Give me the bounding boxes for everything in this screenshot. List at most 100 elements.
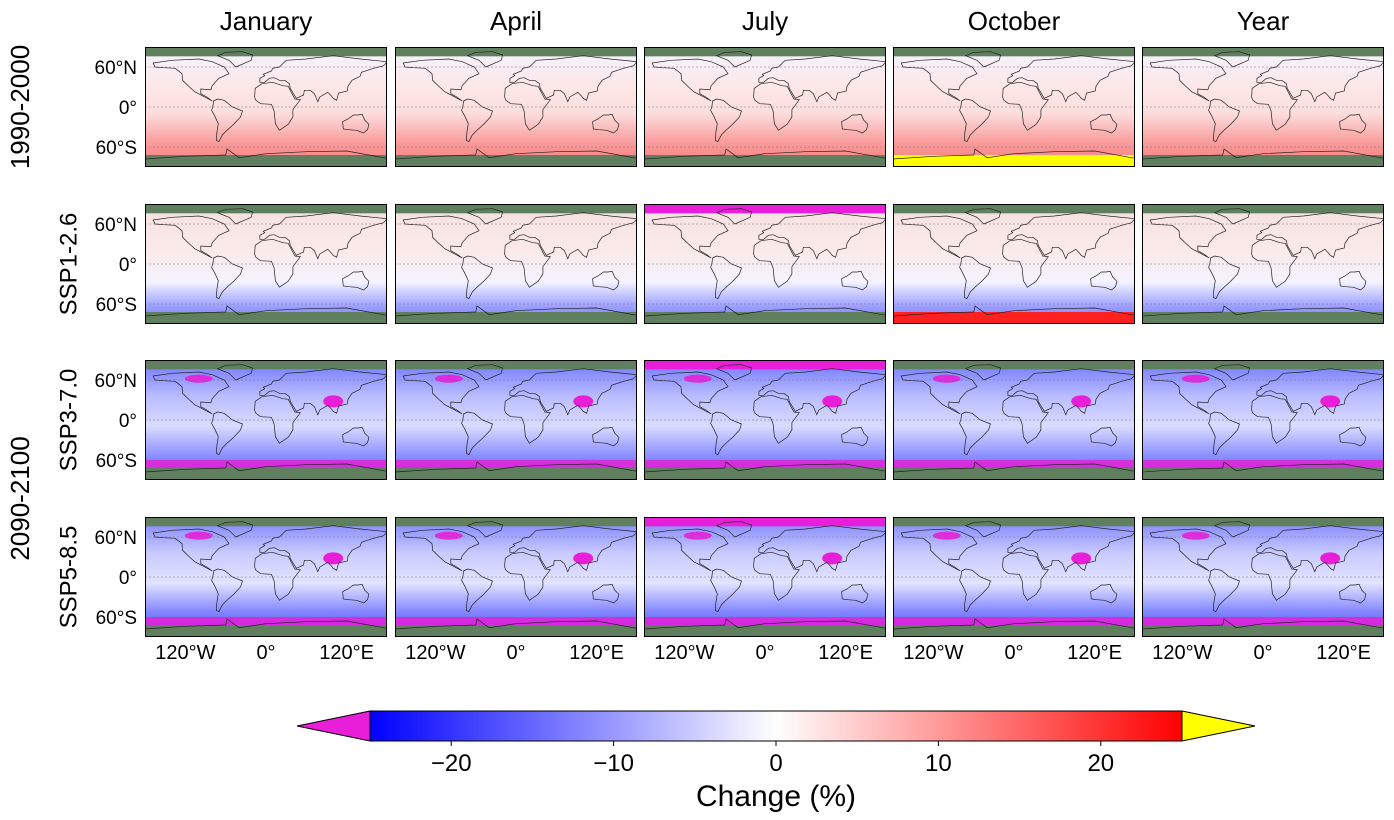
polar-band <box>145 204 387 214</box>
latitude-tick-labels: 60°N 0° 60°S 60°N 0° 60°S 60°N 0° 60°S 60°N 0° 60°S <box>95 58 137 629</box>
coastline <box>395 521 637 637</box>
latitude-tick: 0° <box>119 568 137 589</box>
longitude-tick: 120°W <box>1152 642 1212 664</box>
panel-frame <box>145 204 387 324</box>
row-label: SSP5-8.5 <box>55 526 82 629</box>
extreme-patch <box>184 531 213 540</box>
coastline <box>644 51 886 167</box>
polar-band <box>1142 312 1384 324</box>
polar-band <box>644 468 886 480</box>
panel-frame <box>893 204 1135 324</box>
panel-frame <box>644 204 886 324</box>
longitude-tick: 120°W <box>405 642 465 664</box>
extreme-band <box>644 460 886 468</box>
column-title: October <box>968 6 1061 36</box>
coastline <box>644 364 886 480</box>
polar-band <box>395 47 637 57</box>
extreme-patch <box>434 531 463 540</box>
extreme-patch <box>822 552 843 565</box>
coastline <box>644 521 886 637</box>
extreme-band <box>395 460 637 468</box>
extreme-patch <box>1181 531 1210 540</box>
polar-band <box>1142 204 1384 214</box>
extreme-patch <box>1071 552 1092 565</box>
colorbar-over-extension <box>1181 710 1256 742</box>
extreme-patch <box>822 395 843 408</box>
extreme-band <box>644 617 886 625</box>
map-panel <box>1142 47 1384 167</box>
latitude-tick: 60°S <box>96 138 137 159</box>
polar-band <box>644 312 886 324</box>
polar-band <box>644 155 886 167</box>
polar-band <box>893 468 1135 480</box>
extreme-patch <box>573 552 594 565</box>
latitude-tick: 60°N <box>95 528 137 549</box>
extreme-patch <box>683 531 712 540</box>
extreme-patch <box>932 531 961 540</box>
colorbar: −20 −10 0 10 20 Change (%) <box>296 710 1256 813</box>
panel-frame <box>395 517 637 637</box>
extreme-patch <box>1071 395 1092 408</box>
panel-frame <box>893 47 1135 167</box>
map-panel <box>893 204 1135 324</box>
colorbar-tick-label: 0 <box>769 750 782 777</box>
extreme-band <box>145 460 387 468</box>
coastline <box>145 51 387 167</box>
panel-frame <box>893 517 1135 637</box>
map-panel <box>395 47 637 167</box>
longitude-tick: 120°W <box>654 642 714 664</box>
coastline <box>893 51 1135 167</box>
row-label: SSP3-7.0 <box>55 369 82 472</box>
period-label: 2090-2100 <box>5 436 35 560</box>
extreme-band <box>395 617 637 625</box>
panel-frame <box>1142 47 1384 167</box>
colorbar-under-extension <box>296 710 371 742</box>
polar-band <box>395 204 637 214</box>
longitude-tick: 0° <box>1004 642 1023 664</box>
coastline <box>1142 364 1384 480</box>
coastline <box>145 364 387 480</box>
polar-band <box>644 360 886 370</box>
panel-frame <box>395 204 637 324</box>
coastline <box>145 521 387 637</box>
coastline <box>395 51 637 167</box>
panel-frame <box>644 360 886 480</box>
extreme-band <box>1142 617 1384 625</box>
map-panel <box>1142 517 1384 637</box>
panel-frame <box>395 47 637 167</box>
map-panel <box>145 517 387 637</box>
panel-frame <box>145 360 387 480</box>
coastline <box>893 521 1135 637</box>
map-panel <box>395 360 637 480</box>
longitude-tick: 120°W <box>903 642 963 664</box>
colorbar-tick-label: 20 <box>1087 750 1114 777</box>
column-title: July <box>742 6 788 36</box>
polar-band <box>395 625 637 637</box>
longitude-tick: 120°E <box>1316 642 1371 664</box>
extreme-patch <box>932 374 961 383</box>
map-panel <box>893 47 1135 167</box>
polar-band <box>1142 360 1384 370</box>
polar-band <box>893 155 1135 167</box>
longitude-tick: 120°E <box>569 642 624 664</box>
extreme-patch <box>1320 552 1341 565</box>
column-title: April <box>490 6 542 36</box>
extreme-patch <box>1320 395 1341 408</box>
extreme-band <box>1142 460 1384 468</box>
polar-band <box>644 517 886 527</box>
extreme-band <box>893 460 1135 468</box>
extreme-band <box>893 617 1135 625</box>
polar-band <box>1142 625 1384 637</box>
colorbar-tick-label: −20 <box>431 750 472 777</box>
polar-band <box>395 312 637 324</box>
longitude-tick: 120°E <box>1067 642 1122 664</box>
extreme-patch <box>573 395 594 408</box>
coastline <box>1142 521 1384 637</box>
map-panel <box>395 517 637 637</box>
map-panel <box>395 204 637 324</box>
period-labels: 1990-2000 2090-2100 <box>5 45 35 561</box>
polar-band <box>893 312 1135 324</box>
polar-band <box>145 360 387 370</box>
polar-band <box>145 47 387 57</box>
